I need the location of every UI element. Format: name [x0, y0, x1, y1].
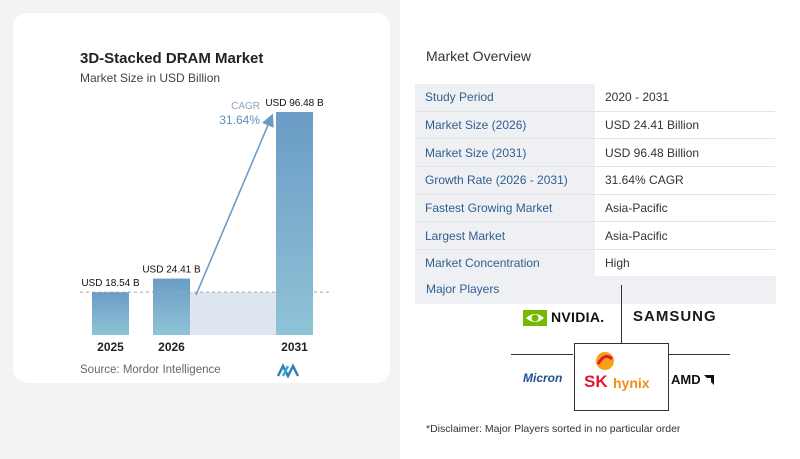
- row-key: Largest Market: [415, 221, 595, 251]
- table-row: Market Size (2026) USD 24.41 Billion: [415, 111, 775, 140]
- nvidia-eye-icon: [523, 310, 547, 326]
- chart-title: 3D-Stacked DRAM Market: [80, 50, 264, 67]
- row-value: 31.64% CAGR: [595, 166, 775, 195]
- row-key: Market Concentration: [415, 249, 595, 278]
- row-key: Market Size (2031): [415, 138, 595, 168]
- players-divider: [668, 354, 730, 355]
- disclaimer: *Disclaimer: Major Players sorted in no …: [426, 423, 681, 435]
- row-value: Asia-Pacific: [595, 221, 775, 251]
- row-key: Growth Rate (2026 - 2031): [415, 166, 595, 195]
- cagr-arrow: [195, 113, 274, 296]
- growth-band: [190, 292, 276, 335]
- amd-wordmark: AMD: [671, 372, 701, 387]
- table-row: Largest Market Asia-Pacific: [415, 221, 775, 251]
- data-label-2031: USD 96.48 B: [265, 98, 324, 109]
- micron-logo: Micron: [523, 371, 563, 385]
- x-tick-2031: 2031: [281, 340, 308, 354]
- hynix-wordmark: hynix: [613, 375, 650, 391]
- bar-2031: [276, 112, 313, 335]
- source-note: Source: Mordor Intelligence: [80, 364, 221, 376]
- nvidia-logo: NVIDIA.: [523, 309, 613, 327]
- table-row: Fastest Growing Market Asia-Pacific: [415, 194, 775, 223]
- amd-logo: AMD: [671, 372, 715, 387]
- sk-hynix-emblem: [596, 352, 614, 370]
- row-key: Market Size (2026): [415, 111, 595, 140]
- major-players-label: Major Players: [415, 276, 776, 304]
- table-row: Market Concentration High: [415, 249, 775, 278]
- data-label-2026: USD 24.41 B: [142, 265, 201, 276]
- mordor-logo: [276, 363, 300, 379]
- nvidia-wordmark: NVIDIA.: [551, 309, 605, 325]
- cagr-label: CAGR: [231, 101, 260, 112]
- amd-arrow-icon: [704, 375, 715, 385]
- table-row: Growth Rate (2026 - 2031) 31.64% CAGR: [415, 166, 775, 195]
- samsung-logo: SAMSUNG: [633, 308, 717, 325]
- table-row: Market Size (2031) USD 96.48 Billion: [415, 138, 775, 168]
- players-divider: [511, 354, 573, 355]
- overview-table: Study Period 2020 - 2031 Market Size (202…: [415, 84, 775, 278]
- sk-wordmark: SK: [584, 372, 608, 391]
- data-label-2025: USD 18.54 B: [81, 278, 140, 289]
- bar-2025: [92, 292, 129, 335]
- row-key: Study Period: [415, 84, 595, 112]
- row-value: USD 96.48 Billion: [595, 138, 775, 168]
- row-value: 2020 - 2031: [595, 84, 775, 112]
- row-value: USD 24.41 Billion: [595, 111, 775, 140]
- players-divider: [621, 285, 622, 343]
- row-value: Asia-Pacific: [595, 194, 775, 223]
- x-tick-2026: 2026: [158, 340, 185, 354]
- cagr-value: 31.64%: [219, 113, 260, 127]
- overview-title: Market Overview: [426, 48, 532, 64]
- x-tick-2025: 2025: [97, 340, 124, 354]
- table-row: Study Period 2020 - 2031: [415, 84, 775, 112]
- sk-hynix-box: [574, 343, 669, 411]
- row-value: High: [595, 249, 775, 278]
- row-key: Fastest Growing Market: [415, 194, 595, 223]
- bar-chart: USD 18.54 B 2025 USD 24.41 B 2026 USD 96.48 …: [80, 98, 330, 379]
- chart-subtitle: Market Size in USD Billion: [80, 71, 221, 85]
- bar-2026: [153, 278, 190, 335]
